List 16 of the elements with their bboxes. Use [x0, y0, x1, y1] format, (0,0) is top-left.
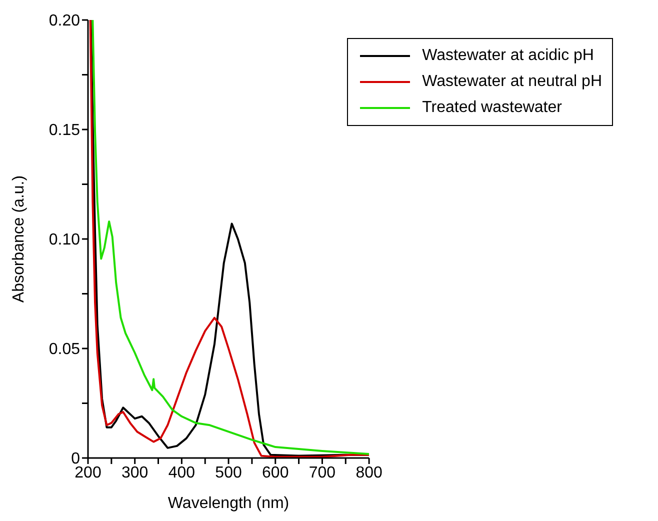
- x-tick-label: 700: [308, 464, 336, 482]
- y-tick-label: 0.15: [48, 122, 80, 140]
- y-tick-label: 0.10: [48, 232, 80, 249]
- legend-label: Wastewater at neutral pH: [422, 73, 602, 91]
- x-axis-title: Wavelength (nm): [168, 495, 290, 512]
- x-tick-label: 400: [168, 464, 196, 482]
- x-tick-label: 200: [74, 464, 102, 482]
- legend-label: Treated wastewater: [422, 99, 562, 117]
- x-tick-label: 600: [262, 464, 289, 482]
- x-tick-label: 300: [121, 464, 148, 482]
- y-axis-title: Absorbance (a.u.): [10, 175, 28, 303]
- y-tick-label: 0.05: [48, 341, 80, 358]
- x-tick-label: 500: [215, 464, 242, 482]
- y-tick-label: 0.20: [48, 12, 80, 30]
- x-tick-label: 800: [356, 464, 383, 482]
- legend-label: Wastewater at acidic pH: [422, 47, 594, 65]
